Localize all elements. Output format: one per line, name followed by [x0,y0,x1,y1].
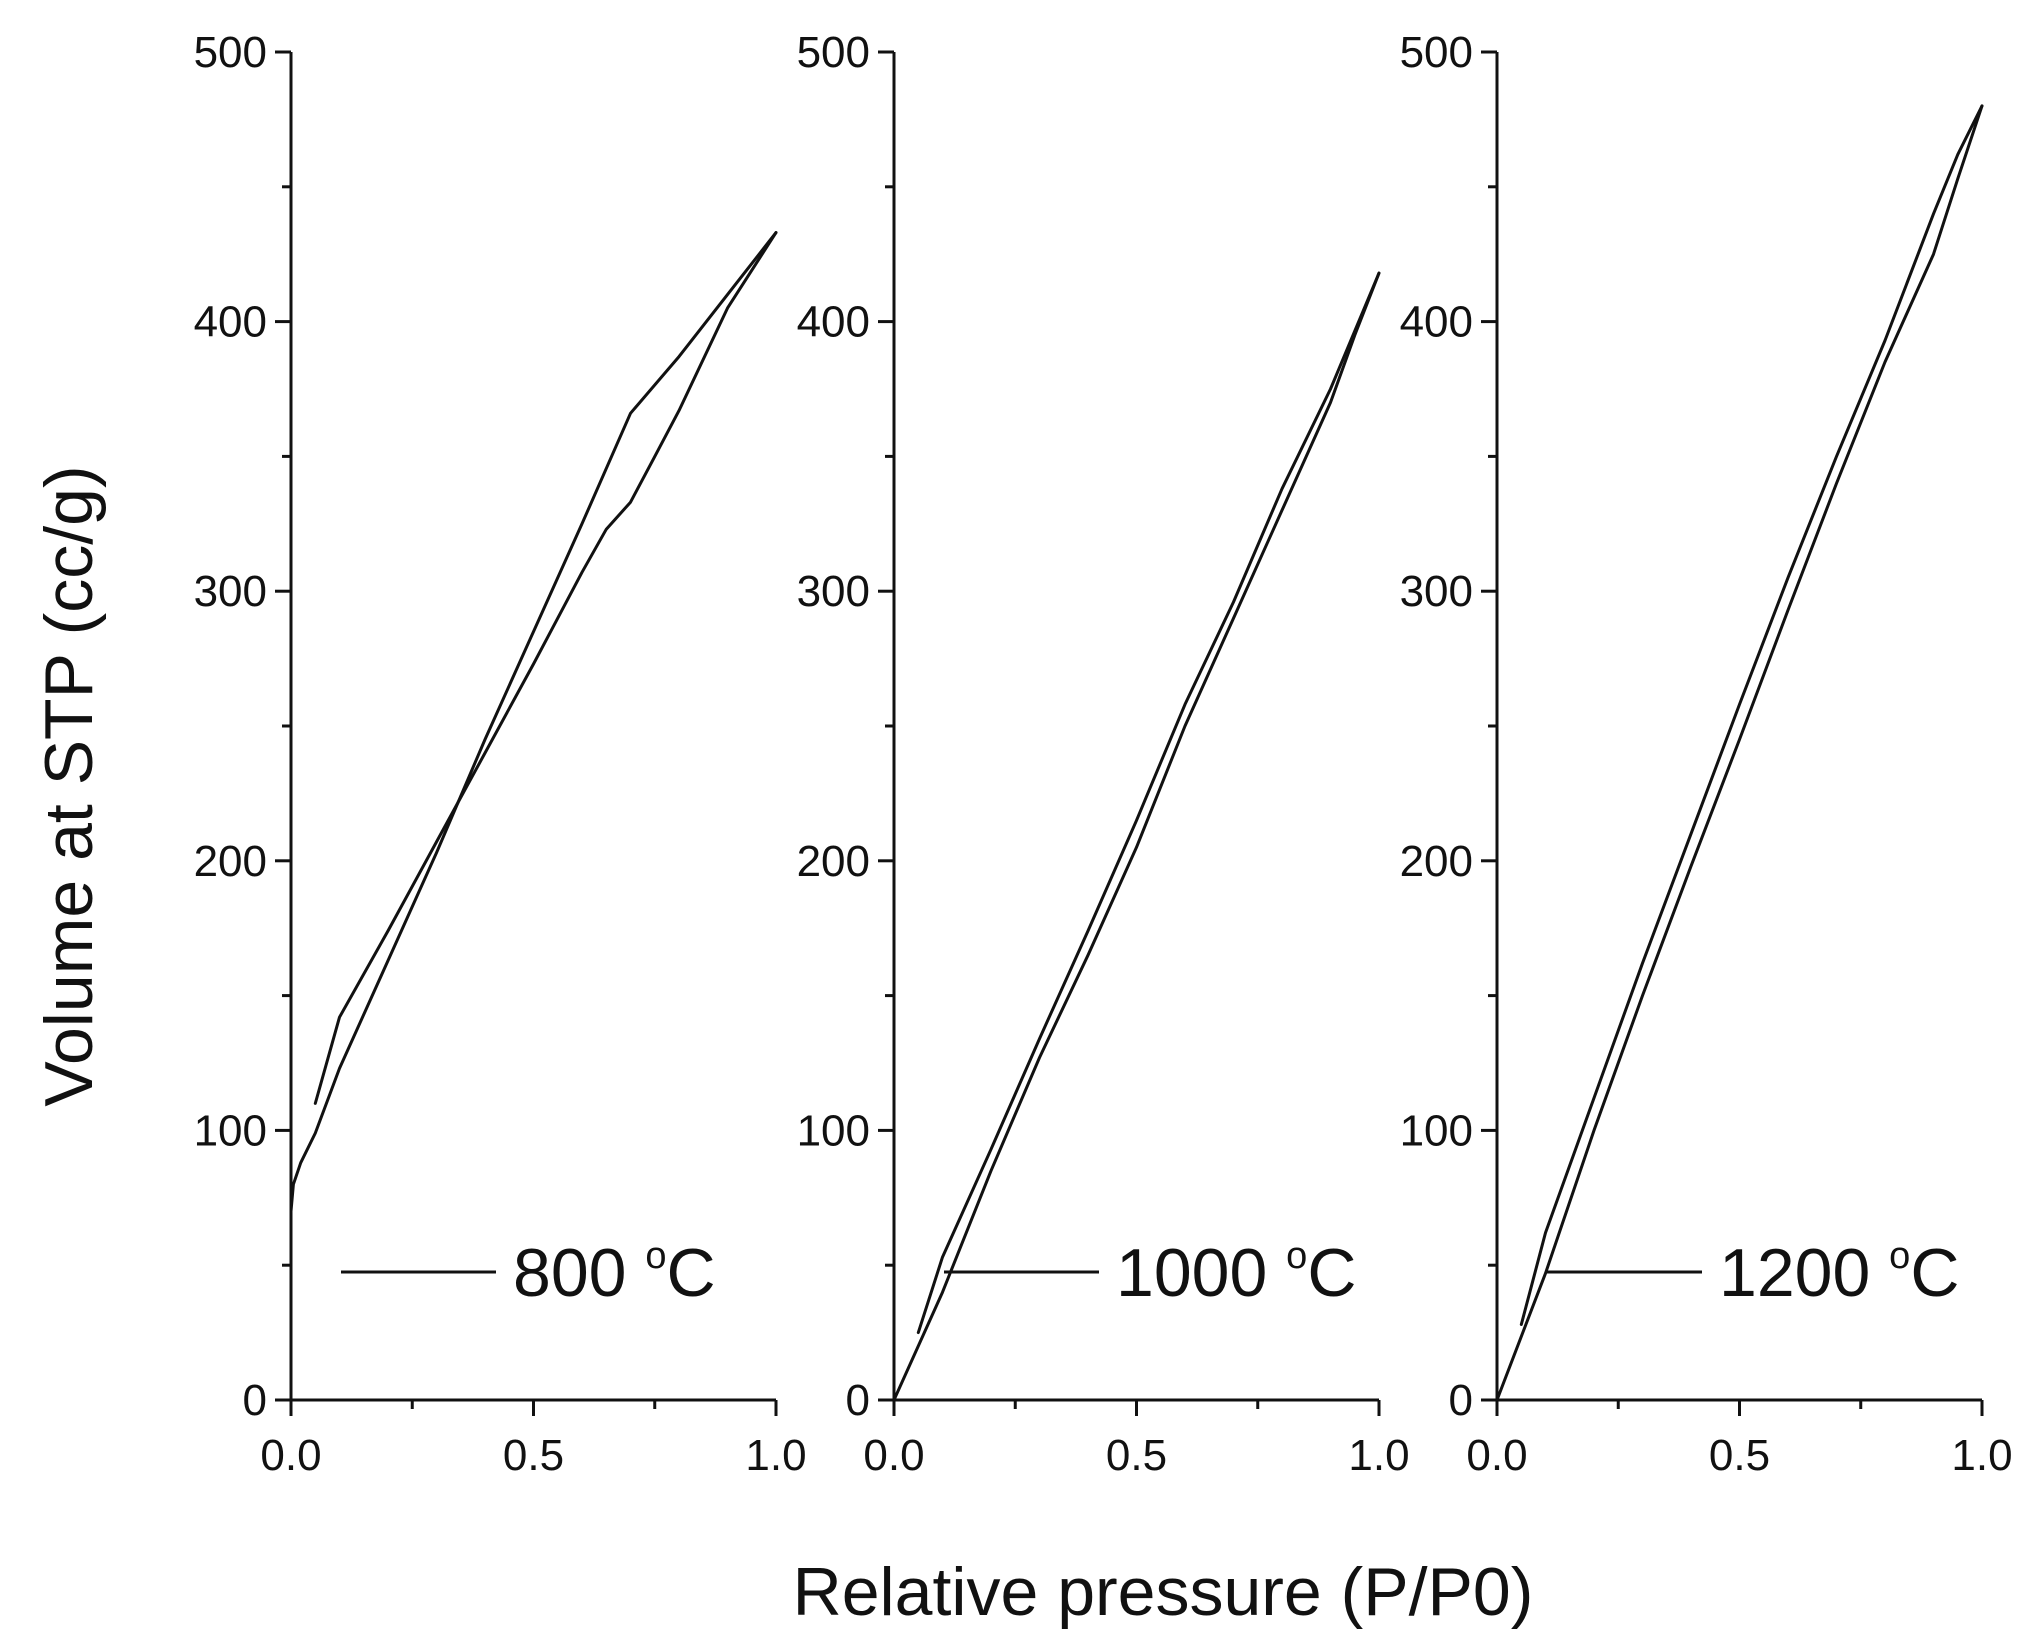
panel-2: 0 100 200 300 400 500 0.0 0.5 1.0 1000 oC [797,28,1410,1480]
y-tick-label: 400 [194,298,267,347]
y-tick-label: 100 [797,1106,870,1155]
y-tick-label: 100 [194,1106,267,1155]
y-tick-label: 300 [1400,567,1473,616]
y-tick-label: 0 [243,1376,267,1425]
x-tick-label: 0.0 [260,1431,321,1480]
adsorption-curve [289,231,778,1402]
y-tick-label: 200 [1400,837,1473,886]
y-tick-label: 200 [194,837,267,886]
desorption-curve [1519,104,1984,1326]
panel-1: 0 100 200 300 400 500 0.0 0.5 1.0 800 oC [194,28,807,1480]
x-tick-label: 1.0 [1951,1431,2012,1480]
y-tick-label: 500 [797,28,870,77]
y-tick-label: 300 [797,567,870,616]
y-tick-label: 400 [1400,298,1473,347]
x-axis-title: Relative pressure (P/P0) [793,1554,1534,1630]
y-tick-label: 400 [797,298,870,347]
y-tick-label: 100 [1400,1106,1473,1155]
x-tick-label: 0.0 [863,1431,924,1480]
desorption-curve [916,271,1381,1335]
legend-label: 1200 oC [1719,1235,1959,1311]
x-tick-label: 0.5 [1709,1431,1770,1480]
y-tick-label: 0 [1449,1376,1473,1425]
adsorption-curve [892,271,1381,1402]
y-tick-label: 500 [194,28,267,77]
y-tick-label: 500 [1400,28,1473,77]
panels: 0 100 200 300 400 500 0.0 0.5 1.0 800 oC 0 100 200 30… [194,28,2013,1480]
y-tick-label: 300 [194,567,267,616]
panel-3: 0 100 200 300 400 500 0.0 0.5 1.0 1200 oC [1400,28,2013,1480]
x-tick-label: 0.5 [1106,1431,1167,1480]
legend-label: 1000 oC [1116,1235,1356,1311]
y-axis-title: Volume at STP (cc/g) [31,465,107,1106]
adsorption-curve [1495,104,1984,1402]
y-tick-label: 0 [846,1376,870,1425]
y-tick-label: 200 [797,837,870,886]
x-tick-label: 1.0 [745,1431,806,1480]
x-tick-label: 0.5 [503,1431,564,1480]
legend-label: 800 oC [513,1235,716,1311]
x-tick-label: 1.0 [1348,1431,1409,1480]
x-tick-label: 0.0 [1466,1431,1527,1480]
desorption-curve [313,231,778,1105]
